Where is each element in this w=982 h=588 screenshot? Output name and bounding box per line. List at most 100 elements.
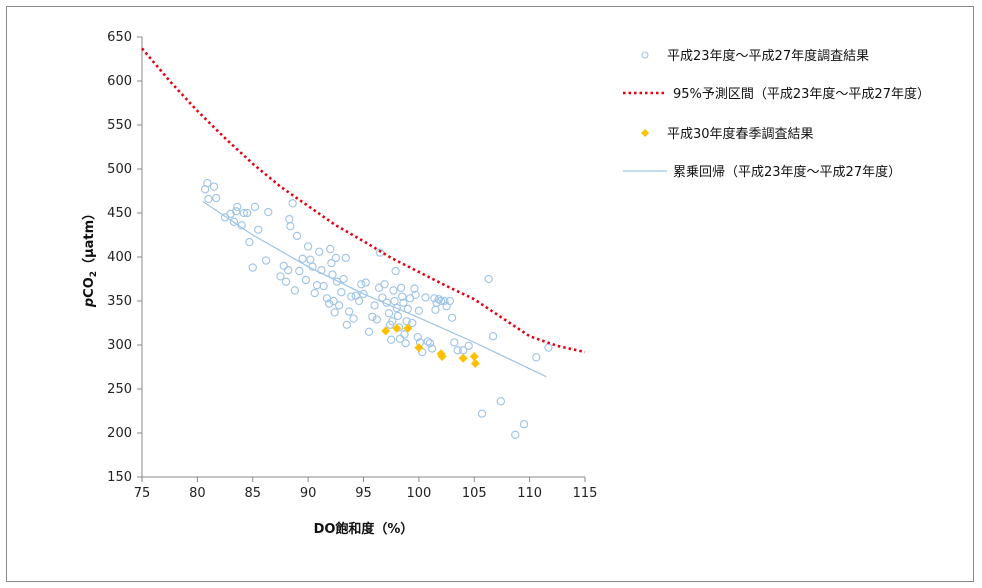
- x-tick-label: 115: [573, 486, 598, 501]
- observation-point: [319, 281, 328, 291]
- observation-point: [400, 330, 409, 339]
- observation-point: [359, 289, 368, 299]
- spring-point: [437, 351, 447, 361]
- observation-point: [339, 274, 348, 284]
- y-tick-label: 200: [107, 426, 132, 441]
- observation-point: [402, 317, 411, 326]
- y-axis-title-sub: 2: [89, 271, 99, 277]
- observation-point: [295, 266, 304, 276]
- regression-line: [202, 201, 547, 378]
- spring-point: [469, 351, 479, 361]
- legend-label: 平成23年度～平成27年度調査結果: [667, 48, 869, 64]
- observation-point: [393, 311, 402, 321]
- observation-point: [413, 332, 422, 342]
- legend-label: 累乗回帰（平成23年度～平成27年度）: [673, 164, 901, 180]
- observation-point: [286, 222, 295, 231]
- observation-point: [231, 207, 241, 216]
- observation-point: [453, 346, 462, 355]
- x-tick-label: 110: [517, 486, 542, 501]
- observation-point: [347, 292, 356, 301]
- prediction-interval-line: [141, 47, 586, 354]
- observation-point: [341, 253, 350, 263]
- observation-point: [203, 178, 212, 188]
- x-tick-label: 85: [244, 486, 261, 501]
- observation-point: [301, 275, 311, 285]
- observation-point: [391, 266, 400, 276]
- observation-point: [390, 296, 399, 306]
- observation-point: [312, 281, 322, 290]
- observation-point: [306, 255, 315, 264]
- observation-point: [544, 343, 553, 352]
- y-tick-label: 450: [107, 206, 132, 221]
- x-tick-label: 105: [462, 486, 487, 501]
- observation-point: [254, 225, 263, 234]
- observation-point: [388, 317, 397, 326]
- x-tick-label: 100: [406, 486, 431, 501]
- observation-point: [397, 283, 406, 292]
- observation-point: [212, 193, 221, 203]
- observation-point: [399, 298, 408, 307]
- observation-point: [414, 306, 424, 315]
- observation-point: [209, 182, 219, 191]
- observation-point: [279, 261, 288, 270]
- observation-point: [364, 327, 374, 336]
- observation-point: [264, 207, 273, 217]
- observation-point: [351, 291, 360, 300]
- chart-marks: [141, 47, 586, 439]
- y-tick-label: 650: [107, 30, 132, 45]
- observation-point: [334, 301, 344, 310]
- y-tick-label: 600: [107, 74, 132, 89]
- observation-point: [229, 217, 239, 226]
- observation-point: [370, 301, 379, 310]
- observation-point: [403, 304, 412, 314]
- observation-point: [315, 247, 324, 256]
- observation-point: [328, 270, 337, 279]
- observation-point: [329, 296, 338, 306]
- observation-point: [375, 248, 385, 257]
- spring-point: [403, 323, 413, 333]
- legend-label: 平成30年度春季調査結果: [667, 126, 814, 142]
- observation-point: [298, 254, 307, 263]
- observation-point: [292, 231, 302, 241]
- observation-point: [337, 288, 346, 297]
- observation-point: [248, 263, 257, 272]
- observation-point: [436, 296, 446, 306]
- observation-point: [317, 266, 326, 275]
- observation-point: [384, 309, 394, 318]
- observation-point: [233, 202, 242, 211]
- x-tick-label: 95: [355, 486, 372, 501]
- observation-point: [342, 320, 352, 329]
- observation-point: [428, 344, 437, 353]
- observation-point: [401, 339, 410, 348]
- observation-point: [423, 337, 432, 346]
- observation-point: [519, 420, 529, 429]
- x-tick-label: 75: [134, 486, 151, 501]
- observation-point: [285, 215, 294, 224]
- observation-point: [310, 288, 319, 298]
- x-tick-label: 90: [300, 486, 317, 501]
- y-tick-label: 250: [107, 382, 132, 397]
- observation-point: [484, 274, 493, 284]
- observation-point: [325, 299, 334, 308]
- observation-point: [488, 332, 498, 341]
- observation-point: [243, 208, 252, 218]
- observation-point: [380, 280, 389, 289]
- observation-point: [398, 292, 407, 301]
- axes: 150 200 250 300 350 400 450 500 550 600 650 75 80 85 9…: [107, 30, 597, 501]
- observation-point: [532, 353, 541, 362]
- observation-point: [395, 334, 405, 343]
- observation-point: [290, 286, 299, 295]
- observation-point: [447, 313, 457, 322]
- observation-point: [330, 308, 339, 317]
- y-axis-title: pCO2（μatm）: [81, 207, 99, 308]
- y-tick-label: 350: [107, 294, 132, 309]
- legend: 平成23年度～平成27年度調査結果 95%予測区間（平成23年度～平成27年度） 平…: [623, 48, 930, 180]
- observation-point: [425, 339, 435, 348]
- spring-point: [470, 358, 480, 368]
- observation-point: [368, 312, 377, 321]
- y-axis-title-main: CO: [82, 277, 97, 298]
- observation-point: [281, 277, 291, 286]
- observation-point: [357, 280, 366, 289]
- observation-point: [250, 202, 260, 211]
- observation-point: [239, 208, 249, 218]
